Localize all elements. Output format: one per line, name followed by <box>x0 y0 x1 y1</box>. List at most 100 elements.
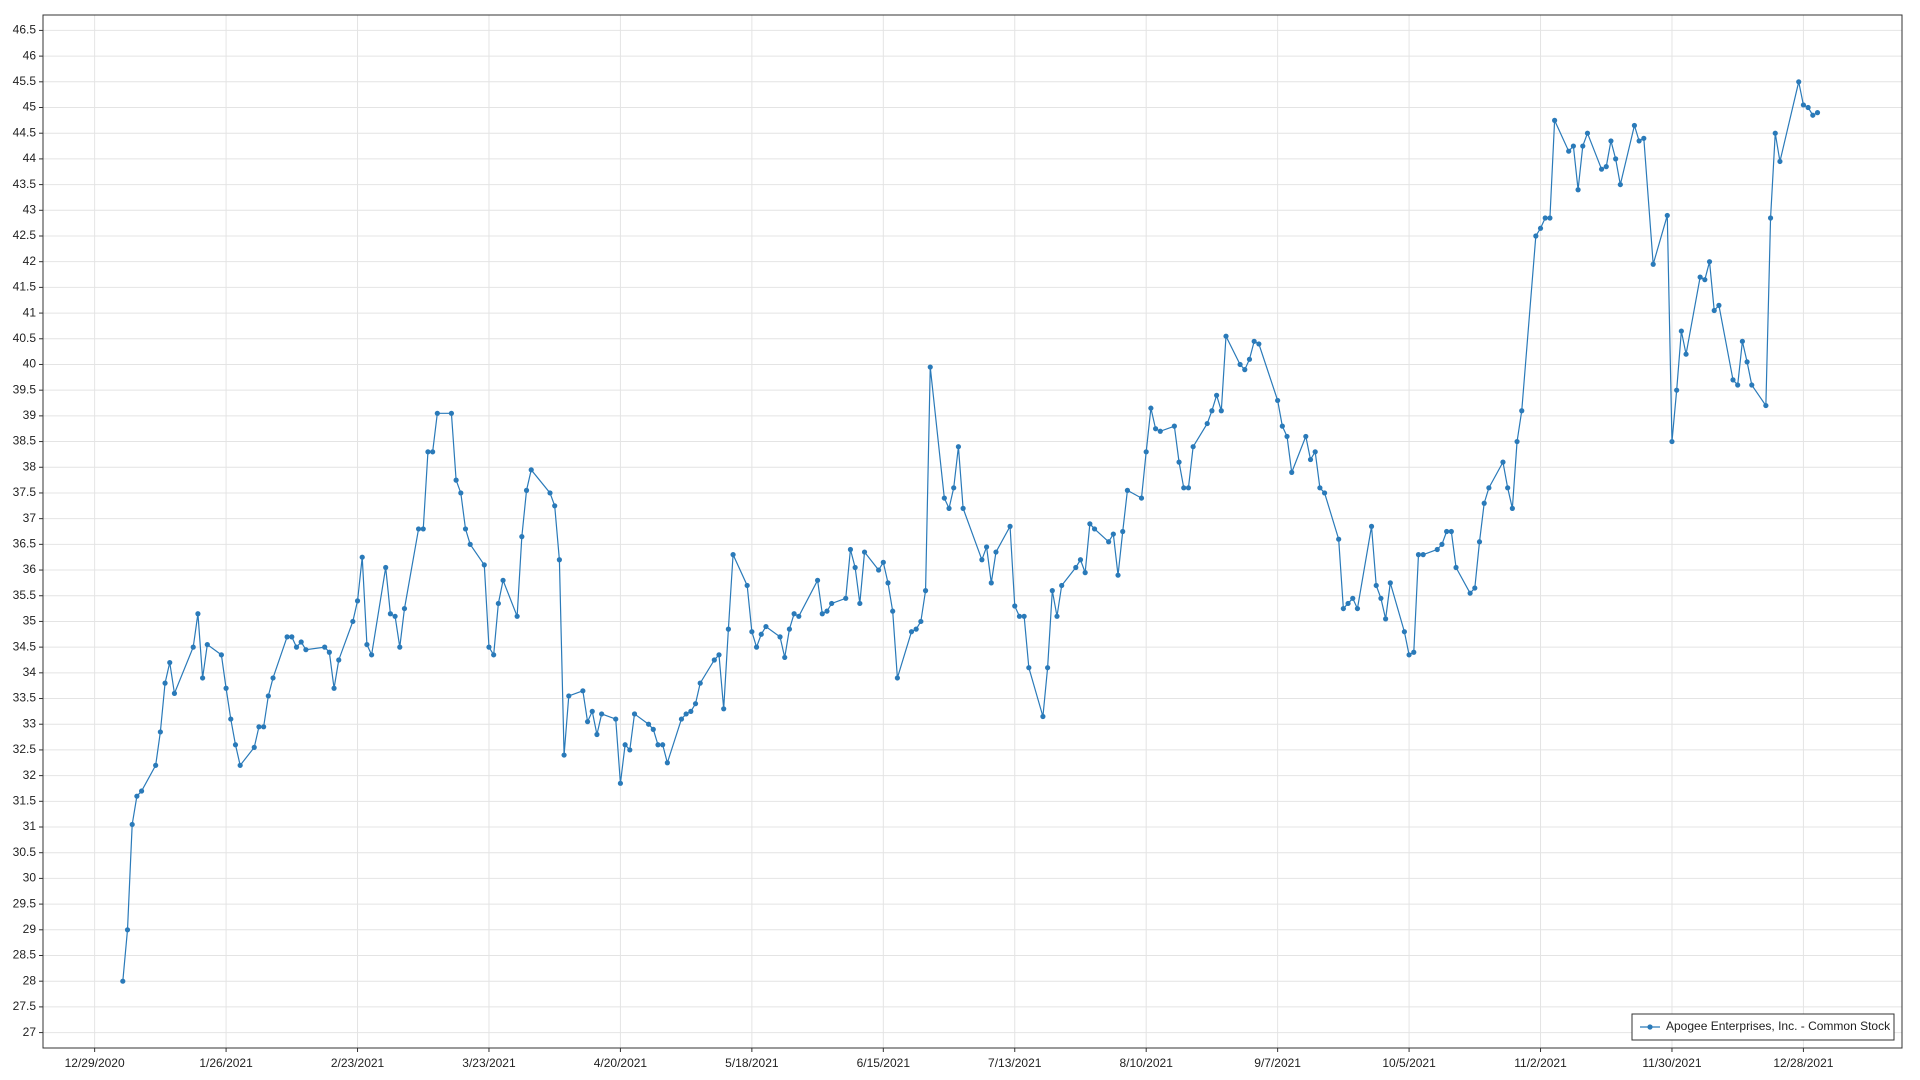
data-point <box>979 557 985 563</box>
data-point <box>303 647 309 653</box>
data-point <box>387 611 393 617</box>
data-point <box>1415 552 1422 558</box>
data-point <box>1157 428 1163 434</box>
data-point <box>1631 122 1638 129</box>
y-tick-label: 35.5 <box>13 588 37 602</box>
data-point <box>430 449 436 455</box>
data-point <box>336 657 342 663</box>
data-point <box>660 742 666 748</box>
data-point <box>1256 341 1262 347</box>
data-point <box>523 487 530 493</box>
data-point <box>157 729 163 735</box>
data-point <box>120 978 126 984</box>
data-point <box>1674 387 1680 393</box>
data-point <box>1598 166 1605 172</box>
data-point <box>650 726 656 732</box>
data-point <box>434 410 440 416</box>
data-point <box>1537 225 1544 231</box>
data-point <box>814 577 821 583</box>
data-point <box>383 564 389 571</box>
y-tick-label: 34 <box>23 665 37 679</box>
grid <box>43 15 1902 1048</box>
data-point <box>1190 444 1196 450</box>
data-point <box>1340 605 1346 612</box>
y-tick-label: 40.5 <box>13 331 37 345</box>
data-point <box>1603 164 1609 170</box>
data-point <box>1143 449 1149 455</box>
data-point <box>1476 539 1483 545</box>
y-tick-label: 28 <box>23 973 37 987</box>
data-point <box>1312 449 1318 455</box>
data-point <box>1805 104 1811 111</box>
data-point <box>655 742 661 748</box>
data-point <box>251 744 257 750</box>
data-point <box>993 549 999 555</box>
data-point <box>716 652 722 658</box>
data-point <box>580 688 586 694</box>
y-tick-label: 44.5 <box>13 125 37 139</box>
legend: Apogee Enterprises, Inc. - Common Stock <box>1631 1013 1895 1041</box>
data-point <box>261 724 267 730</box>
x-tick-label: 1/26/2021 <box>199 1056 253 1070</box>
data-point <box>359 554 365 560</box>
plot-frame <box>42 14 1903 1049</box>
data-point <box>1777 158 1783 165</box>
data-point <box>1739 338 1745 344</box>
data-point <box>1481 500 1487 506</box>
data-point <box>1711 307 1717 314</box>
data-point <box>631 711 638 717</box>
y-tick-label: 28.5 <box>13 948 37 962</box>
data-point <box>721 706 727 712</box>
data-point <box>1744 359 1750 365</box>
data-point <box>1678 328 1684 334</box>
data-point <box>1509 505 1515 511</box>
data-point <box>556 557 562 563</box>
x-tick-label: 11/30/2021 <box>1642 1056 1701 1070</box>
data-point <box>1350 595 1356 601</box>
data-point <box>1045 665 1051 671</box>
data-point <box>1706 259 1713 265</box>
y-tick-label: 41.5 <box>13 280 37 294</box>
data-point <box>1810 112 1816 118</box>
data-point <box>462 526 469 532</box>
data-point <box>1439 541 1445 547</box>
data-point <box>547 490 553 496</box>
data-point <box>1617 181 1623 188</box>
data-point <box>167 659 173 666</box>
data-point <box>627 747 633 753</box>
data-point <box>1763 402 1769 409</box>
data-point <box>1007 523 1013 529</box>
data-point <box>1749 382 1755 388</box>
data-point <box>1570 143 1576 149</box>
data-point <box>1580 143 1586 149</box>
y-tick-label: 36 <box>23 562 37 576</box>
data-point <box>584 719 591 725</box>
data-point <box>1542 215 1548 221</box>
data-point <box>876 567 882 573</box>
data-point <box>824 608 830 614</box>
data-point <box>369 652 375 658</box>
data-point <box>218 652 224 658</box>
data-point <box>796 613 802 619</box>
x-tick-label: 4/20/2021 <box>594 1056 648 1070</box>
data-point <box>392 613 398 619</box>
y-tick-label: 36.5 <box>13 537 37 551</box>
data-point <box>265 693 271 699</box>
y-tick-label: 34.5 <box>13 639 37 653</box>
data-point <box>927 364 933 370</box>
y-tick-label: 40 <box>23 357 37 371</box>
data-point <box>425 449 431 455</box>
data-point <box>843 595 849 601</box>
data-point <box>1082 570 1088 576</box>
data-point <box>420 526 426 532</box>
data-point <box>683 711 689 717</box>
data-point <box>918 618 924 625</box>
y-tick-label: 38.5 <box>13 434 37 448</box>
data-point <box>1814 110 1821 116</box>
data-point <box>552 503 558 509</box>
y-tick-label: 29 <box>23 922 37 936</box>
data-point <box>237 762 243 768</box>
data-point <box>486 644 492 650</box>
data-point <box>1181 485 1187 491</box>
